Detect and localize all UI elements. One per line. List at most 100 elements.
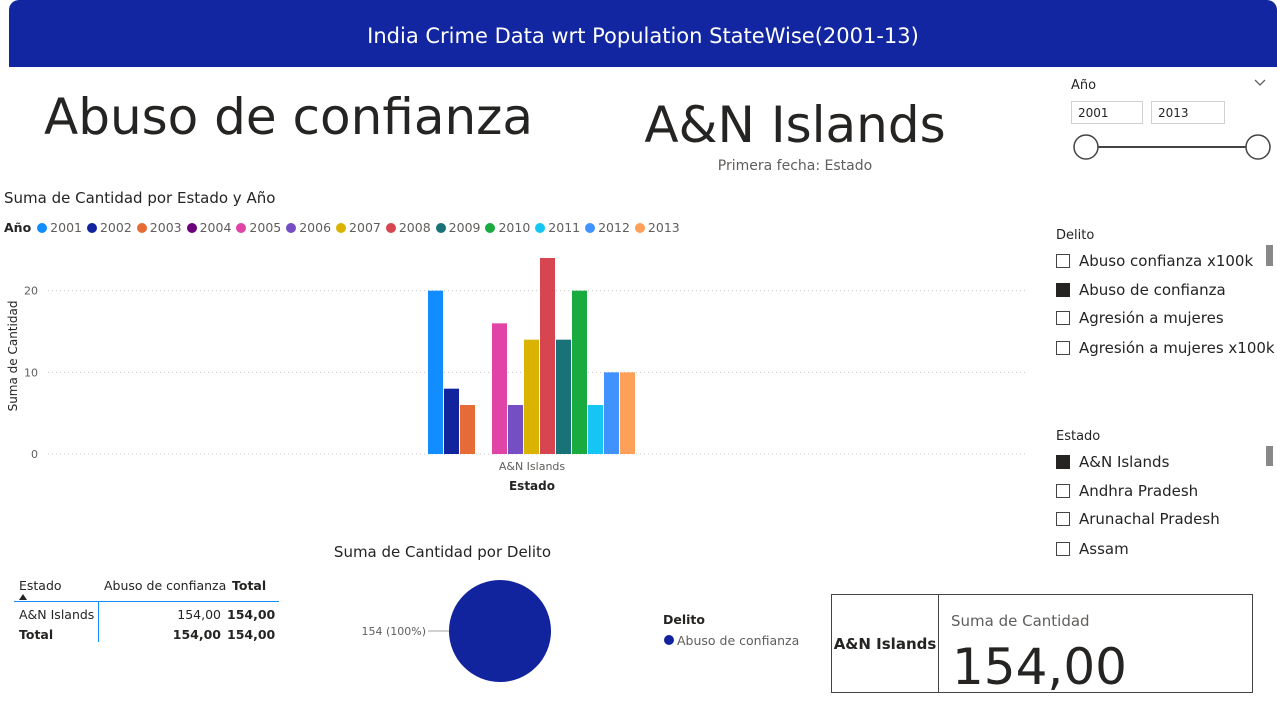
checkbox[interactable] — [1056, 455, 1070, 469]
column-divider — [98, 602, 99, 642]
bar-2001[interactable] — [428, 290, 443, 454]
bar-2010[interactable] — [572, 290, 587, 454]
chevron-down-icon[interactable] — [1253, 78, 1267, 88]
estado-item[interactable]: Assam — [1056, 540, 1129, 558]
legend-item[interactable]: 2008 — [385, 220, 431, 235]
legend-label: 2009 — [448, 220, 481, 235]
legend-dot — [286, 222, 297, 233]
legend-item[interactable]: 2009 — [435, 220, 481, 235]
bar-2005[interactable] — [492, 323, 507, 454]
pie-legend-title: Delito — [663, 612, 705, 627]
pie-slice[interactable] — [449, 580, 551, 682]
bar-2003[interactable] — [460, 405, 475, 454]
legend-dot — [435, 222, 446, 233]
legend-item[interactable]: 2010 — [485, 220, 530, 235]
bar-2011[interactable] — [588, 405, 603, 454]
estado-item[interactable]: A&N Islands — [1056, 453, 1169, 471]
legend-item[interactable]: 2013 — [634, 220, 680, 235]
checkbox[interactable] — [1056, 512, 1070, 526]
pie-chart-title: Suma de Cantidad por Delito — [333, 543, 552, 561]
slider-start-handle[interactable] — [1073, 134, 1099, 160]
year-to-input[interactable]: 2013 — [1151, 101, 1225, 124]
column-header-abuso[interactable]: Abuso de confianza — [104, 578, 227, 593]
pie-legend-dot — [664, 635, 674, 645]
legend-label: 2008 — [398, 220, 431, 235]
total-label: Total — [19, 627, 54, 642]
bar-2012[interactable] — [604, 372, 619, 454]
legend-label: 2011 — [548, 220, 581, 235]
legend-dot — [336, 222, 347, 233]
legend-dot — [385, 222, 396, 233]
sort-ascending-icon — [19, 594, 27, 600]
legend-label: 2001 — [50, 220, 82, 235]
y-tick-label: 10 — [24, 366, 38, 379]
legend-dot — [634, 222, 645, 233]
year-range-slider[interactable] — [1070, 133, 1275, 161]
crime-type-title: Abuso de confianza — [44, 88, 534, 146]
legend-dot — [186, 222, 197, 233]
checkbox[interactable] — [1056, 341, 1070, 355]
estado-slicer-title: Estado — [1056, 429, 1101, 444]
legend-label: 2012 — [598, 220, 630, 235]
legend-item[interactable]: 2007 — [336, 220, 381, 235]
kpi-label: Suma de Cantidad — [951, 612, 1090, 630]
report-title: India Crime Data wrt Population StateWis… — [367, 24, 919, 48]
slider-end-handle[interactable] — [1245, 134, 1271, 160]
kpi-card: A&N Islands Suma de Cantidad 154,00 — [831, 594, 1253, 696]
legend-label: 2013 — [647, 220, 680, 235]
kpi-state-label: A&N Islands — [832, 595, 939, 692]
bar-2007[interactable] — [524, 339, 539, 454]
pie-chart: 154 (100%) Delito Abuso de confianza — [361, 580, 799, 682]
checkbox[interactable] — [1056, 542, 1070, 556]
delito-item-label: Abuso confianza x100k — [1079, 252, 1254, 270]
total-total: 154,00 — [227, 627, 276, 642]
bar-chart: 0 10 20 Suma de Cantidad A&N Islands Estado — [6, 258, 1025, 493]
delito-item[interactable]: Agresión a mujeres — [1056, 309, 1224, 327]
column-header-total[interactable]: Total — [232, 578, 267, 593]
estado-item[interactable]: Arunachal Pradesh — [1056, 510, 1220, 528]
legend-item[interactable]: 2011 — [535, 220, 580, 235]
delito-slicer-title: Delito — [1056, 228, 1095, 243]
total-abuso: 154,00 — [172, 627, 221, 642]
delito-scrollbar[interactable] — [1266, 245, 1273, 266]
legend-item[interactable]: 2001 — [37, 220, 82, 235]
checkbox[interactable] — [1056, 484, 1070, 498]
row-estado: A&N Islands — [19, 607, 95, 622]
delito-item[interactable]: Agresión a mujeres x100k — [1056, 339, 1275, 357]
pie-data-label: 154 (100%) — [361, 625, 426, 638]
bar-2006[interactable] — [508, 405, 523, 454]
legend-dot — [585, 222, 596, 233]
row-abuso: 154,00 — [177, 607, 221, 622]
column-header-estado[interactable]: Estado — [19, 578, 62, 593]
estado-item[interactable]: Andhra Pradesh — [1056, 482, 1198, 500]
legend-label: 2004 — [199, 220, 232, 235]
bar-2002[interactable] — [444, 388, 459, 454]
legend-item[interactable]: 2012 — [585, 220, 630, 235]
legend-item[interactable]: 2002 — [86, 220, 132, 235]
estado-item-label: Andhra Pradesh — [1079, 482, 1199, 500]
row-total: 154,00 — [227, 607, 276, 622]
estado-scrollbar[interactable] — [1266, 446, 1273, 466]
report-header: India Crime Data wrt Population StateWis… — [9, 0, 1277, 67]
year-from-input[interactable]: 2001 — [1071, 101, 1143, 124]
checkbox[interactable] — [1056, 283, 1070, 297]
state-card-subtitle: Primera fecha: Estado — [717, 158, 873, 174]
legend-item[interactable]: 2006 — [286, 220, 331, 235]
checkbox[interactable] — [1056, 254, 1070, 268]
delito-item-label: Agresión a mujeres — [1079, 309, 1224, 327]
delito-item[interactable]: Abuso confianza x100k — [1056, 252, 1253, 270]
bar-2009[interactable] — [556, 339, 571, 454]
checkbox[interactable] — [1056, 311, 1070, 325]
legend-dot — [37, 222, 48, 233]
legend-item[interactable]: 2005 — [236, 220, 281, 235]
bar-2013[interactable] — [620, 372, 635, 454]
legend-label: 2006 — [299, 220, 332, 235]
legend-label: 2007 — [349, 220, 381, 235]
legend-item[interactable]: 2004 — [186, 220, 232, 235]
bar-2008[interactable] — [540, 258, 555, 454]
legend-dot — [86, 222, 97, 233]
data-table: Estado Abuso de confianza Total A&N Isla… — [14, 576, 284, 646]
delito-item[interactable]: Abuso de confianza — [1056, 281, 1226, 299]
kpi-value: 154,00 — [952, 638, 1127, 696]
legend-item[interactable]: 2003 — [136, 220, 182, 235]
